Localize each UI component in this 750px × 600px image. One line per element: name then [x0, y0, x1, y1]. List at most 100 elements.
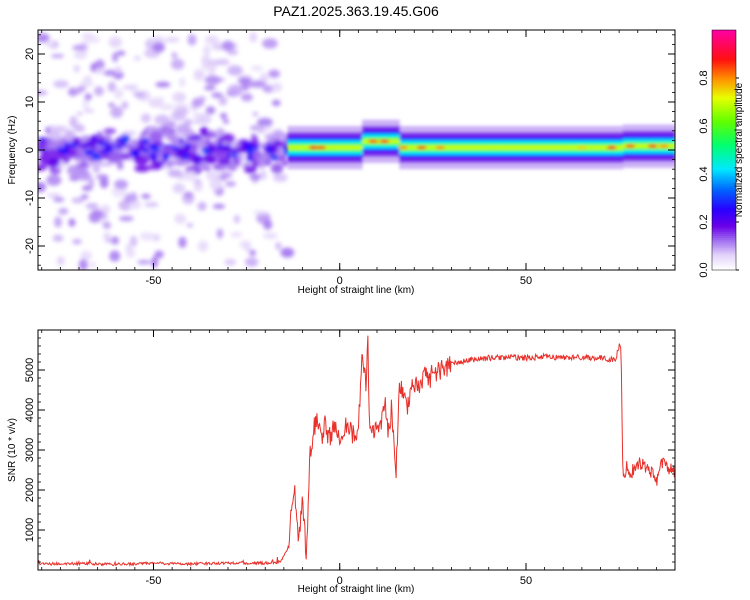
noise-core-blob [246, 148, 255, 155]
noise-blob [227, 84, 244, 96]
noise-blob [193, 69, 205, 81]
signal-band-segment [295, 145, 303, 150]
noise-blob [69, 116, 78, 128]
colorbar-band [712, 134, 736, 137]
colorbar-band [712, 220, 736, 223]
colorbar-band [712, 264, 736, 267]
colorbar-tick-label: 0.4 [698, 166, 710, 181]
signal-band-segment [429, 145, 438, 150]
noise-blob [205, 170, 222, 182]
noise-core-blob [70, 142, 78, 148]
noise-blob [216, 228, 224, 239]
noise-blob [133, 55, 141, 61]
noise-blob [44, 41, 56, 48]
colorbar-band [712, 242, 736, 245]
spectrogram-panel: -50 0 50 -20 -10 0 10 20 Height of straight lin… [7, 29, 676, 296]
colorbar-band [712, 186, 736, 189]
noise-blob [152, 233, 161, 242]
noise-blob [46, 174, 62, 186]
x-tick-label: 0 [337, 575, 343, 587]
y-tick-label: -20 [24, 238, 36, 254]
noise-blob [68, 218, 76, 227]
signal-band-segment [302, 145, 311, 150]
colorbar-band [712, 196, 736, 199]
noise-blob [81, 32, 95, 40]
noise-core-blob [267, 146, 272, 154]
colorbar-band [712, 58, 736, 61]
noise-blob [82, 98, 90, 110]
signal-band-segment [473, 145, 482, 150]
noise-core-blob [84, 149, 94, 156]
noise-blob [167, 169, 182, 178]
colorbar-band [712, 104, 736, 107]
noise-blob [103, 232, 111, 240]
noise-blob [103, 128, 117, 134]
noise-blob [271, 82, 283, 92]
noise-core-blob [63, 142, 71, 148]
colorbar-band [712, 110, 736, 113]
signal-band-segment [466, 145, 475, 150]
colorbar-band [712, 154, 736, 157]
signal-hot-spot [647, 144, 658, 148]
noise-blob [220, 112, 228, 119]
noise-blob [73, 50, 88, 60]
colorbar-band [712, 48, 736, 51]
colorbar-band [712, 92, 736, 95]
colorbar-band [712, 164, 736, 167]
colorbar-tick-label: 0.6 [698, 118, 710, 133]
signal-band-segment [555, 145, 564, 150]
noise-blob [164, 36, 180, 43]
noise-blob [272, 173, 288, 182]
noise-core-blob [252, 145, 260, 150]
colorbar-band [712, 40, 736, 43]
noise-blob [244, 165, 257, 174]
colorbar-band [712, 126, 736, 129]
colorbar-band [712, 112, 736, 115]
noise-blob [209, 179, 223, 191]
noise-blob [244, 246, 251, 252]
colorbar-band [712, 32, 736, 35]
x-tick-label: 0 [337, 275, 343, 287]
colorbar-band [712, 144, 736, 147]
noise-blob [64, 129, 76, 142]
colorbar-band [712, 254, 736, 257]
noise-blob [191, 143, 199, 152]
y-tick-label: 2000 [24, 478, 36, 502]
colorbar-band [712, 192, 736, 195]
signal-band-segment [563, 145, 572, 150]
noise-core-blob [130, 149, 140, 158]
colorbar-band [712, 172, 736, 175]
noise-blob [107, 102, 115, 107]
noise-core-blob [102, 147, 113, 154]
noise-blob [53, 80, 69, 88]
colorbar-band [712, 148, 736, 151]
noise-blob [81, 185, 93, 192]
noise-blob [149, 129, 160, 141]
noise-blob [38, 181, 46, 193]
noise-blob [232, 156, 240, 166]
noise-blob [199, 126, 209, 137]
noise-blob [50, 54, 65, 59]
noise-core-blob [148, 152, 158, 160]
colorbar-band [712, 124, 736, 127]
signal-band-segment [548, 145, 557, 150]
noise-blob [139, 231, 155, 241]
noise-blob [251, 160, 260, 168]
signal-band-segment [391, 139, 400, 144]
noise-blob [249, 173, 263, 180]
colorbar-band [712, 36, 736, 39]
colorbar-band [712, 244, 736, 247]
noise-core-blob [226, 152, 232, 159]
noise-blob [68, 87, 78, 97]
noise-blob [212, 203, 225, 210]
noise-blob [227, 49, 239, 56]
colorbar-band [712, 216, 736, 219]
noise-blob [107, 81, 117, 92]
noise-blob [73, 125, 86, 132]
noise-blob [134, 164, 150, 173]
colorbar-band [712, 114, 736, 117]
noise-blob [219, 133, 235, 144]
noise-blob [172, 91, 187, 103]
colorbar-band [712, 84, 736, 87]
